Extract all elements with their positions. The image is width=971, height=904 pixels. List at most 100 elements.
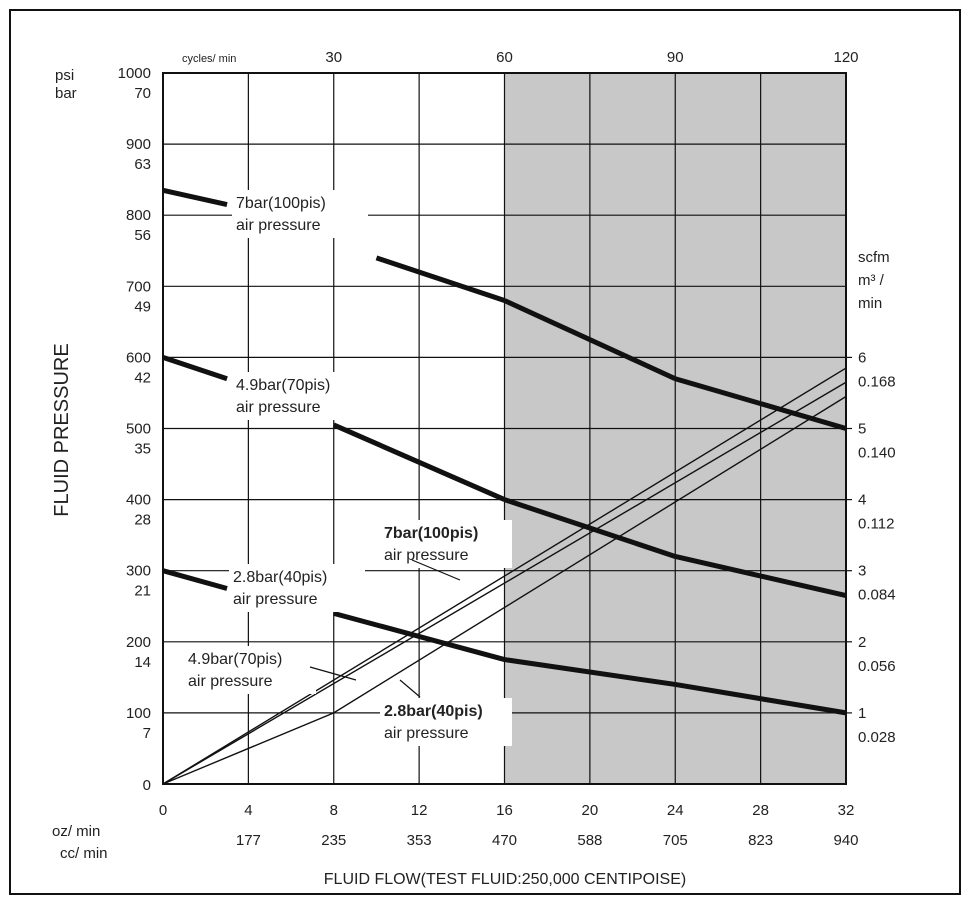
top-tick-cycles: 90 xyxy=(667,49,684,66)
y-tick-bar: 35 xyxy=(134,441,151,458)
y-tick-bar: 28 xyxy=(134,512,151,529)
air-consumption-label: air pressure xyxy=(384,547,469,564)
x-tick-oz: 12 xyxy=(411,802,428,819)
x-tick-oz: 24 xyxy=(667,802,684,819)
fluid-pressure-label: 7bar(100pis) xyxy=(236,195,326,212)
air-consumption-label: air pressure xyxy=(188,673,273,690)
y-tick-bar: 7 xyxy=(143,725,151,742)
fluid-pressure-label: air pressure xyxy=(236,399,321,416)
cc-unit-label: cc/ min xyxy=(60,845,108,862)
x-tick-oz: 20 xyxy=(582,802,599,819)
label-box xyxy=(232,190,368,238)
x-axis-title: FLUID FLOW(TEST FLUID:250,000 CENTIPOISE… xyxy=(324,871,686,888)
grid xyxy=(162,72,852,785)
fluid-pressure-line-segment xyxy=(504,657,676,687)
y-tick-bar: 63 xyxy=(134,156,151,173)
right-tick-scfm: 3 xyxy=(858,563,866,580)
fluid-pressure-line-segment xyxy=(375,255,506,303)
fluid-pressure-label: air pressure xyxy=(236,217,321,234)
top-tick-cycles: 120 xyxy=(833,49,858,66)
right-tick-scfm: 5 xyxy=(858,421,866,438)
y-tick-psi: 200 xyxy=(126,634,151,651)
label-box xyxy=(184,646,316,694)
air-consumption-line xyxy=(162,367,847,785)
y-tick-psi: 800 xyxy=(126,207,151,224)
fluid-pressure-line-segment xyxy=(674,681,847,716)
chart-frame xyxy=(9,9,961,895)
x-tick-oz: 16 xyxy=(496,802,513,819)
y-tick-psi: 1000 xyxy=(118,65,151,82)
y-tick-psi: 100 xyxy=(126,705,151,722)
right-tick-m3: 0.168 xyxy=(858,373,896,390)
x-tick-cc: 705 xyxy=(663,832,688,849)
air-consumption-label: 2.8bar(40pis) xyxy=(384,703,483,720)
air-consumption-label: 4.9bar(70pis) xyxy=(188,651,282,668)
cycles-unit-label: cycles/ min xyxy=(182,53,236,65)
y-tick-psi: 500 xyxy=(126,421,151,438)
fluid-pressure-line-segment xyxy=(674,554,847,599)
y-tick-bar: 56 xyxy=(134,227,151,244)
x-tick-oz: 0 xyxy=(159,802,167,819)
x-tick-cc: 235 xyxy=(321,832,346,849)
top-tick-cycles: 30 xyxy=(325,49,342,66)
x-tick-cc: 177 xyxy=(236,832,261,849)
fluid-pressure-line-segment xyxy=(674,376,847,431)
min-unit-label: min xyxy=(858,295,882,312)
fluid-pressure-lines xyxy=(162,187,847,716)
fluid-pressure-line-segment xyxy=(503,497,677,559)
fluid-pressure-label: 2.8bar(40pis) xyxy=(233,569,327,586)
y-tick-bar: 14 xyxy=(134,654,151,671)
x-tick-cc: 823 xyxy=(748,832,773,849)
x-tick-cc: 588 xyxy=(577,832,602,849)
leader-line xyxy=(399,679,421,698)
tick-labels: 0100720014300214002850035600427004980056… xyxy=(118,49,896,849)
right-tick-m3: 0.084 xyxy=(858,587,896,604)
right-tick-scfm: 4 xyxy=(858,492,866,509)
right-tick-m3: 0.140 xyxy=(858,445,896,462)
leader-line xyxy=(411,559,461,581)
air-consumption-line xyxy=(162,381,847,785)
right-tick-m3: 0.056 xyxy=(858,658,896,675)
air-consumption-lines xyxy=(162,367,847,785)
series-labels: 7bar(100pis) air pressure 4.9bar(70pis) air… xyxy=(184,190,512,746)
y-tick-bar: 42 xyxy=(134,369,151,386)
fluid-pressure-label: 4.9bar(70pis) xyxy=(236,377,330,394)
air-consumption-label: air pressure xyxy=(384,725,469,742)
label-box xyxy=(229,564,365,612)
y-tick-bar: 49 xyxy=(134,298,151,315)
bar-unit-label: bar xyxy=(55,85,77,102)
x-tick-oz: 8 xyxy=(330,802,338,819)
right-tick-m3: 0.112 xyxy=(858,516,894,533)
y-axis-title: FLUID PRESSURE xyxy=(51,343,73,516)
label-box xyxy=(232,372,368,420)
right-tick-scfm: 1 xyxy=(858,705,866,722)
m3-unit-label: m³ / xyxy=(858,272,885,289)
psi-unit-label: psi xyxy=(55,67,74,84)
leader-line xyxy=(309,666,357,681)
fluid-pressure-line-segment xyxy=(162,355,228,382)
x-tick-oz: 4 xyxy=(244,802,252,819)
y-tick-bar: 21 xyxy=(134,583,151,600)
y-tick-psi: 300 xyxy=(126,563,151,580)
scfm-unit-label: scfm xyxy=(858,249,890,266)
y-tick-psi: 900 xyxy=(126,136,151,153)
y-tick-psi: 700 xyxy=(126,278,151,295)
fluid-pressure-line-segment xyxy=(503,298,677,382)
fluid-pressure-line-segment xyxy=(162,568,228,591)
x-tick-oz: 32 xyxy=(838,802,855,819)
top-tick-cycles: 60 xyxy=(496,49,513,66)
fluid-pressure-label: air pressure xyxy=(233,591,318,608)
right-tick-scfm: 2 xyxy=(858,634,866,651)
x-tick-oz: 28 xyxy=(752,802,769,819)
label-box xyxy=(380,698,512,746)
fluid-pressure-line-segment xyxy=(332,422,506,502)
x-tick-cc: 353 xyxy=(407,832,432,849)
x-tick-cc: 470 xyxy=(492,832,517,849)
x-tick-cc: 940 xyxy=(833,832,858,849)
fluid-pressure-line-segment xyxy=(333,610,506,662)
label-box xyxy=(380,520,512,568)
right-tick-scfm: 6 xyxy=(858,349,866,366)
y-tick-bar: 70 xyxy=(134,85,151,102)
air-consumption-line xyxy=(162,395,847,785)
